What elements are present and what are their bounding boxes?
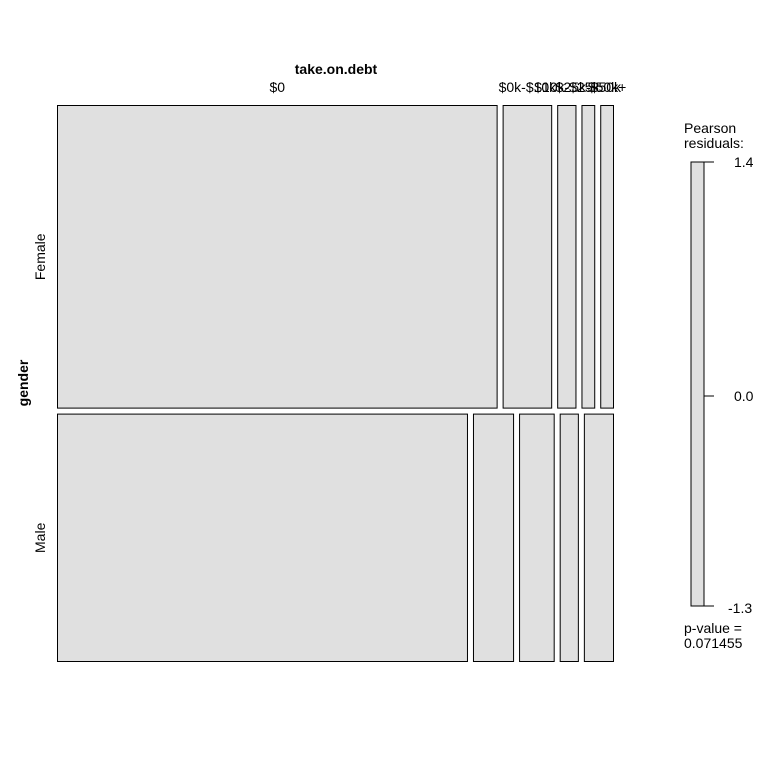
mosaic-cell-male-4 [583,413,614,662]
legend-min-label: -1.3 [728,600,752,616]
legend-max-label: 1.4 [734,154,754,170]
mosaic-cell-male-2 [519,413,555,662]
x-category-label-4: $50k+ [588,79,627,95]
y-category-label-male: Male [32,522,48,553]
x-category-label-3: $25k-$50k [556,79,622,95]
mosaic-cell-female-4 [600,105,615,409]
x-variable-title: take.on.debt [295,61,378,77]
legend-title-line1: Pearson [684,120,736,136]
mosaic-cell-male-3 [559,413,579,662]
legend-mid-label: 0.0 [734,388,754,404]
y-variable-title: gender [15,359,31,406]
x-category-label-2: $10k-$25k [534,79,600,95]
y-category-labels: Female Male [32,233,48,553]
mosaic-cell-male-0 [57,413,468,662]
mosaic-cell-male-1 [472,413,515,662]
mosaic-cells [57,105,615,662]
mosaic-cell-female-1 [502,105,553,409]
x-category-labels: $0 $0k-$10k$10k-$25k$25k-$50k$50k+ [270,79,627,95]
pvalue-line2: 0.071455 [684,635,743,651]
mosaic-cell-female-0 [57,105,498,409]
x-category-label-0: $0 [270,79,286,95]
pvalue-line1: p-value = [684,620,742,636]
mosaic-cell-female-2 [557,105,577,409]
y-category-label-female: Female [32,233,48,280]
legend-color-bar [690,161,705,607]
mosaic-cell-female-3 [581,105,596,409]
legend-title-line2: residuals: [684,135,744,151]
x-category-label-1: $0k-$10k [499,79,558,95]
